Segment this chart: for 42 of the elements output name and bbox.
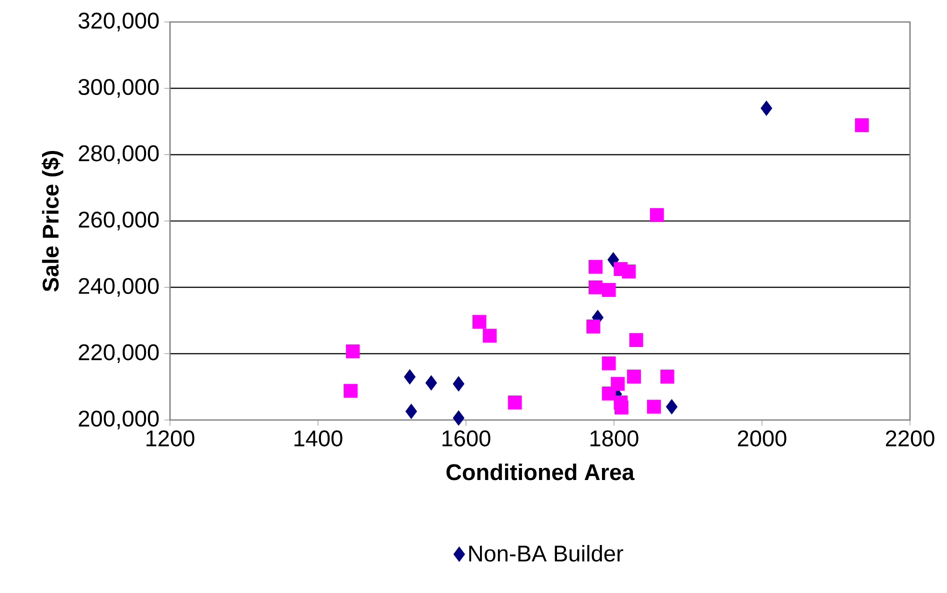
y-tick-label: 320,000	[78, 12, 159, 32]
point	[405, 404, 418, 419]
point	[660, 370, 674, 384]
point	[472, 314, 486, 329]
point	[602, 386, 616, 400]
y-tick-label: 280,000	[78, 145, 159, 164]
point	[650, 208, 664, 222]
y-tick-label: 300,000	[78, 78, 159, 98]
point	[588, 280, 602, 294]
legend-label: Non-BA Builder	[469, 544, 624, 562]
point	[622, 264, 636, 278]
point	[508, 395, 522, 410]
x-tick-label: 1600	[442, 430, 490, 446]
point	[760, 100, 772, 116]
point	[666, 399, 678, 414]
point	[647, 400, 661, 414]
y-tick-label: 200,000	[78, 410, 159, 430]
point	[346, 344, 360, 358]
point	[627, 370, 641, 384]
x-axis-title: Conditioned Area	[446, 464, 635, 480]
point	[602, 356, 616, 370]
point	[614, 400, 628, 414]
y-tick-label: 240,000	[78, 278, 159, 297]
y-tick-label: 220,000	[78, 344, 159, 364]
x-tick-label: 2200	[886, 430, 934, 446]
y-axis-title: Sale Price ($)	[42, 150, 64, 292]
point	[425, 375, 437, 390]
point	[588, 260, 602, 274]
point	[344, 384, 358, 398]
point	[482, 328, 497, 343]
x-tick-label: 1800	[590, 430, 638, 446]
x-tick-label: 1200	[146, 430, 194, 446]
point	[404, 369, 416, 384]
point	[602, 283, 616, 297]
x-tick-label: 2000	[738, 430, 786, 446]
point	[629, 333, 644, 347]
point	[452, 376, 464, 392]
x-tick-label: 1400	[294, 430, 342, 446]
y-tick-label: 260,000	[78, 212, 159, 230]
point	[854, 118, 869, 132]
point	[452, 410, 464, 426]
point	[586, 320, 600, 334]
